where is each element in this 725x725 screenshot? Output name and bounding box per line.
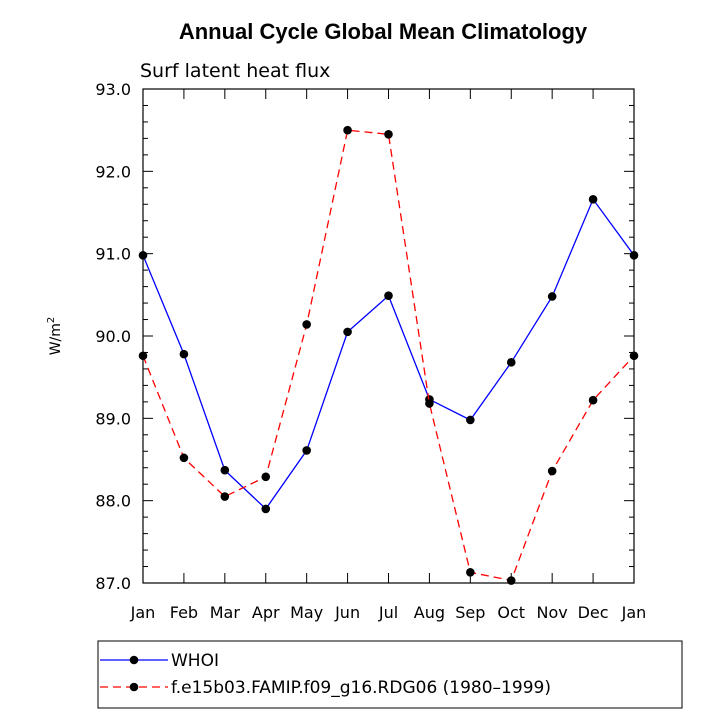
- data-point: [384, 291, 393, 300]
- data-point: [588, 395, 598, 405]
- legend-marker-1: [129, 655, 139, 665]
- legend-label-2: f.e15b03.FAMIP.f09_g16.RDG06 (1980–1999): [171, 678, 551, 698]
- data-point: [138, 251, 148, 260]
- data-point: [261, 472, 271, 482]
- x-tick-label: Nov: [537, 603, 568, 622]
- x-tick-label: Oct: [497, 603, 525, 622]
- y-tick-label: 88.0: [95, 492, 131, 511]
- data-point: [547, 292, 557, 301]
- data-point: [547, 466, 557, 476]
- data-point: [343, 327, 352, 337]
- legend-marker-2: [129, 682, 139, 692]
- legend: WHOI f.e15b03.FAMIP.f09_g16.RDG06 (1980–1…: [100, 651, 551, 698]
- x-tick-label: Mar: [210, 603, 241, 622]
- legend-box: [97, 640, 683, 709]
- series-1: [138, 195, 639, 514]
- series-layer: [138, 125, 639, 585]
- data-point: [466, 567, 475, 577]
- chart-title: Annual Cycle Global Mean Climatology: [179, 19, 588, 44]
- data-point: [302, 320, 311, 329]
- x-tick-label: May: [290, 603, 323, 622]
- svg-text:W/m2: W/m2: [46, 317, 64, 356]
- x-tick-label: Apr: [252, 603, 280, 622]
- data-point: [220, 492, 230, 501]
- data-point: [261, 504, 271, 514]
- data-point: [179, 453, 189, 463]
- chart-subtitle: Surf latent heat flux: [140, 60, 330, 82]
- y-axis-label-main: W/m: [48, 323, 64, 355]
- x-tick-label: Jul: [378, 603, 398, 622]
- x-tick-label: Aug: [414, 603, 445, 622]
- y-tick-label: 92.0: [95, 162, 131, 181]
- data-point: [179, 349, 189, 359]
- data-point: [302, 446, 311, 455]
- y-tick-label: 90.0: [95, 327, 131, 346]
- x-tick-label: Jun: [334, 603, 360, 622]
- x-tick-label: Jan: [130, 603, 156, 622]
- series-line: [142, 197, 635, 510]
- x-tick-label: Dec: [578, 603, 609, 622]
- data-point: [466, 415, 475, 425]
- plot-frame: [142, 88, 635, 584]
- y-tick-label: 89.0: [95, 409, 131, 428]
- data-point: [343, 125, 352, 135]
- data-point: [506, 576, 516, 585]
- x-tick-label: Feb: [170, 603, 198, 622]
- data-point: [425, 399, 434, 408]
- data-point: [588, 195, 598, 204]
- data-point: [629, 351, 639, 361]
- data-point: [220, 465, 230, 475]
- data-point: [384, 129, 393, 139]
- y-axis-label: W/m2: [46, 317, 64, 356]
- axis-ticks: [142, 88, 635, 584]
- y-tick-label: 91.0: [95, 245, 131, 264]
- data-point: [506, 358, 516, 367]
- legend-label-1: WHOI: [171, 651, 219, 671]
- series-line: [142, 129, 635, 582]
- data-point: [629, 251, 639, 260]
- y-tick-label: 93.0: [95, 80, 131, 99]
- x-tick-label: Sep: [455, 603, 485, 622]
- y-tick-label: 87.0: [95, 574, 131, 593]
- y-axis-label-superscript: 2: [46, 317, 57, 323]
- series-2: [138, 125, 639, 585]
- axis-tick-labels: 87.0 88.0 89.0 90.0 91.0 92.0 93.0 Jan Feb Mar Apr…: [95, 80, 646, 622]
- x-tick-label: Jan: [621, 603, 647, 622]
- data-point: [138, 351, 148, 361]
